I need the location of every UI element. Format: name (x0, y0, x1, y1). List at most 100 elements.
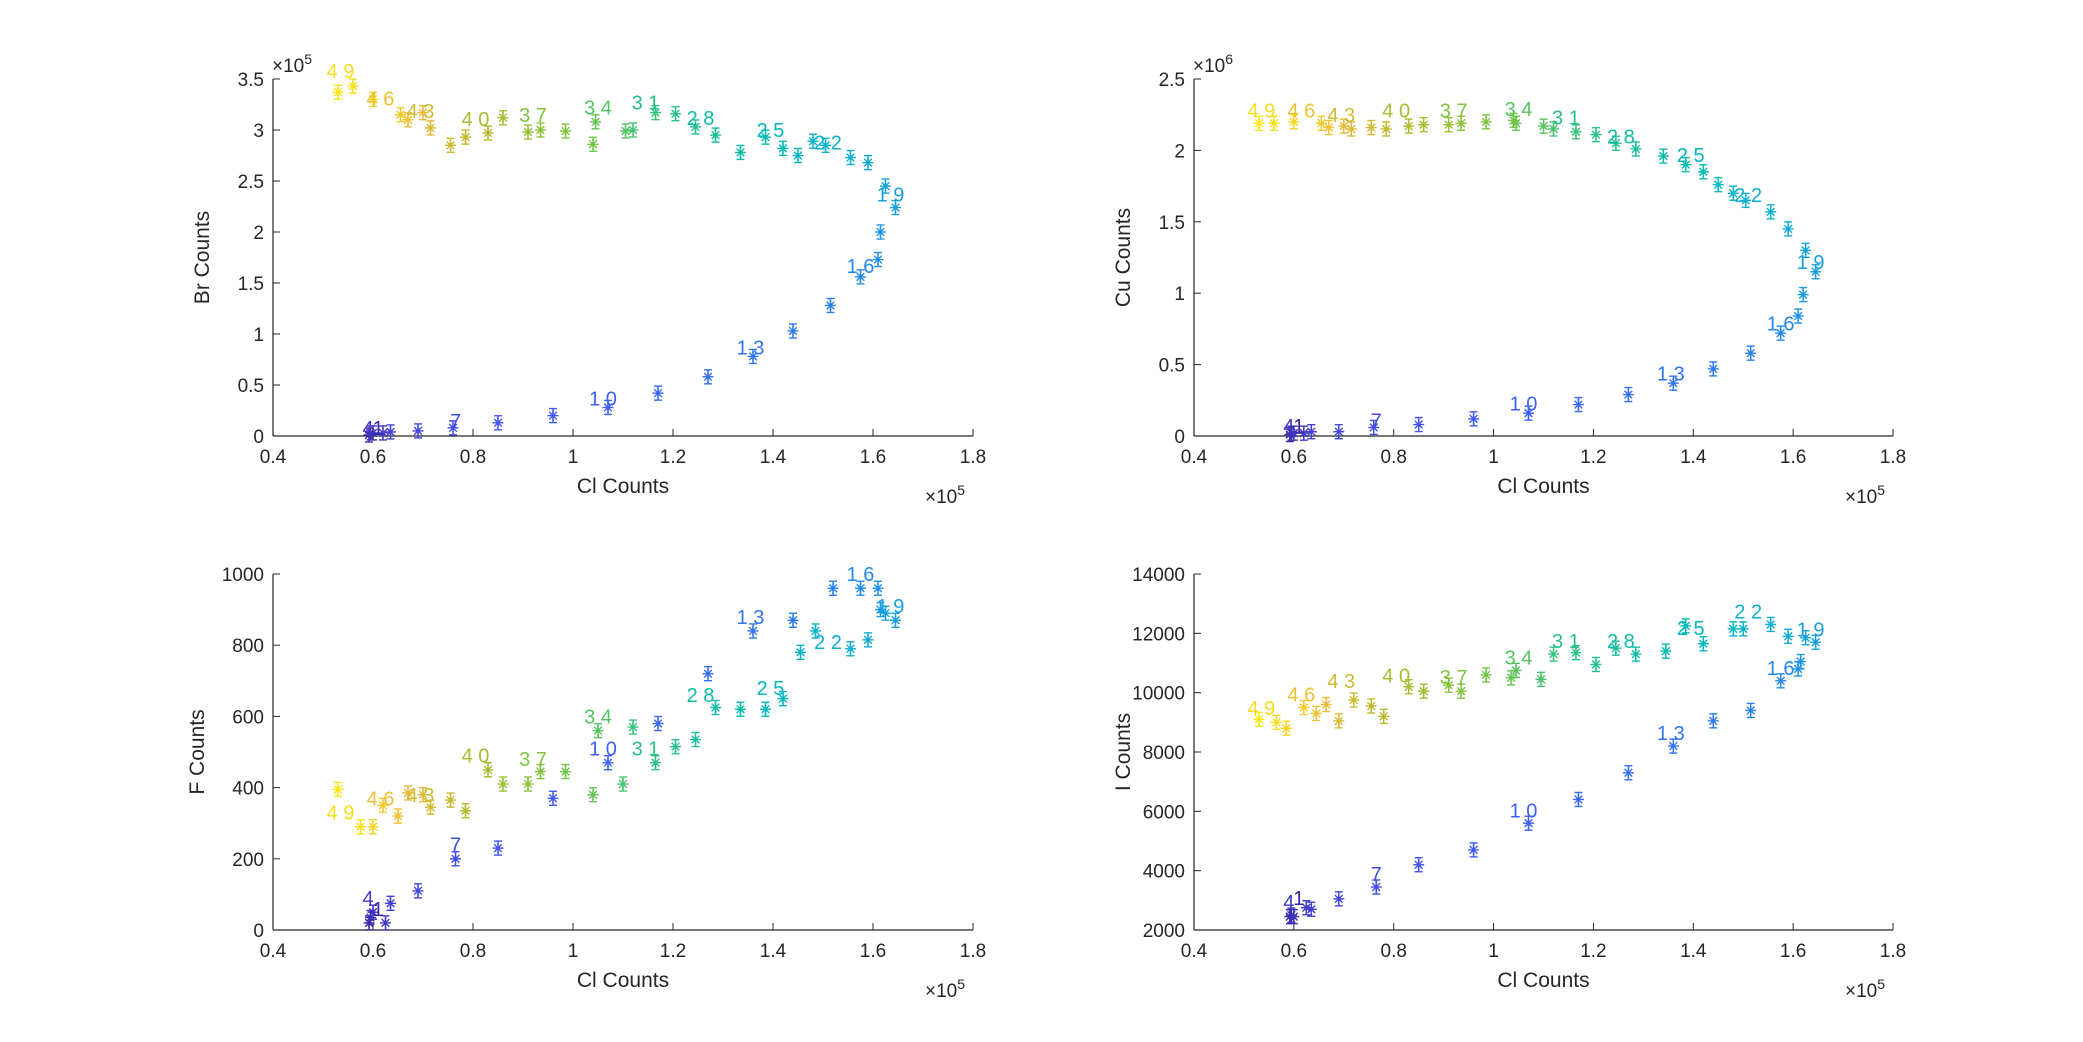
point-index-label: 1 0 (1510, 393, 1538, 415)
point-index-label: 4 0 (462, 746, 490, 768)
x-tick-label: 1.6 (1780, 941, 1806, 962)
data-point (497, 110, 509, 126)
point-index-label: 1 0 (589, 388, 617, 410)
point-index-label: 1 3 (1657, 363, 1685, 385)
y-tick-label: 4000 (1143, 862, 1185, 883)
point-index-label: 3 1 (1552, 108, 1580, 130)
data-point (417, 104, 429, 121)
x-tick-label: 1.4 (760, 941, 787, 962)
data-point (1622, 386, 1634, 403)
y-tick-label: 2 (253, 223, 264, 244)
data-point (710, 699, 721, 716)
point-index-label: 4 3 (407, 785, 435, 807)
point-index-label: 4 (1283, 416, 1294, 438)
data-point (1697, 164, 1709, 180)
point-index-label: 1 9 (1797, 252, 1825, 274)
data-point (447, 420, 459, 436)
x-tick-label: 0.8 (460, 941, 486, 962)
data-point (875, 224, 886, 240)
point-index-label: 3 7 (519, 105, 547, 127)
x-tick-label: 1 (1488, 941, 1499, 962)
data-point (445, 137, 456, 154)
data-point (1443, 116, 1455, 133)
point-index-label: 4 9 (1247, 698, 1275, 720)
data-point (710, 127, 721, 143)
data-point (1333, 713, 1345, 729)
y-tick-label: 12000 (1132, 624, 1185, 645)
x-tick-label: 1.2 (660, 447, 686, 468)
point-index-label: 7 (450, 411, 461, 433)
y-tick-label: 0 (1174, 427, 1185, 448)
point-index-label: 4 9 (327, 803, 355, 825)
data-point (792, 147, 804, 164)
data-point (1508, 112, 1520, 129)
y-tick-label: 8000 (1143, 743, 1185, 764)
data-point (810, 623, 821, 639)
data-point (377, 797, 389, 814)
data-point (1727, 621, 1739, 637)
x-tick-label: 1.4 (1680, 941, 1707, 962)
data-point (1610, 135, 1622, 151)
x-tick-label: 0.6 (360, 941, 386, 962)
point-index-label: 2 8 (687, 685, 715, 707)
x-tick-label: 0.4 (1181, 447, 1208, 468)
data-point (1253, 711, 1265, 728)
data-point (1378, 708, 1390, 725)
data-point (652, 715, 664, 732)
data-point (1727, 185, 1739, 201)
data-point (1657, 148, 1669, 164)
data-point (1775, 325, 1787, 341)
data-point (777, 690, 789, 707)
point-index-label: 4 9 (327, 61, 355, 83)
data-point (450, 851, 461, 867)
point-index-label: 2 5 (1677, 145, 1705, 167)
data-point (1572, 396, 1584, 413)
data-point (1810, 634, 1822, 650)
x-tick-label: 0.8 (1381, 941, 1407, 962)
data-point (377, 425, 389, 441)
data-point (547, 407, 559, 424)
y-tick-label: 600 (232, 707, 264, 728)
point-index-label: 3 4 (584, 98, 612, 120)
data-point (1443, 677, 1455, 693)
chart-panel-2: 0.4 0.6 0.8 1 1.2 1.4 1.6 1.8 0 0.5 1 1.5 2 2.5 Cl Cou… (1112, 51, 1906, 508)
point-index-label: 3 4 (1505, 647, 1533, 669)
data-point (760, 701, 771, 717)
point-index-label: 3 7 (1440, 667, 1468, 689)
data-point (412, 423, 424, 439)
x-axis-label: Cl Counts (1497, 475, 1589, 498)
point-index-label: 1 6 (847, 564, 875, 586)
data-point (1305, 424, 1317, 440)
data-point (1403, 679, 1415, 695)
data-point (392, 808, 404, 824)
x-tick-label: 1.8 (960, 447, 986, 468)
y-tick-label: 1 (1174, 284, 1185, 305)
data-point (445, 792, 456, 808)
data-point (1745, 345, 1757, 361)
chart-panel-1: 0.4 0.6 0.8 1 1.2 1.4 1.6 1.8 0 0.5 1 1.5 2 2.5 3 3.5 Cl… (191, 51, 986, 508)
data-point (425, 120, 436, 136)
x-exponent-label: ×105 (1845, 976, 1885, 1002)
y-tick-label: 3 (253, 121, 264, 142)
point-index-label: 1 3 (1657, 723, 1685, 745)
data-point (855, 580, 866, 596)
point-index-label: 4 3 (1327, 671, 1355, 693)
point-index-label: 4 6 (367, 788, 395, 810)
y-tick-label: 2 (1174, 141, 1185, 162)
point-index-label: 1 (372, 899, 383, 921)
data-point (777, 140, 789, 157)
point-index-label: 3 1 (632, 739, 660, 761)
point-index-label: 4 3 (1327, 105, 1355, 127)
data-point (1413, 416, 1425, 433)
point-index-label: 1 9 (877, 184, 905, 206)
x-tick-label: 1 (1488, 447, 1499, 468)
x-tick-label: 0.4 (260, 941, 287, 962)
data-point (1370, 879, 1382, 895)
data-point (482, 762, 494, 778)
data-point (1298, 425, 1310, 441)
x-tick-label: 1.4 (1680, 447, 1707, 468)
data-point (535, 763, 546, 780)
data-point (787, 612, 799, 628)
point-index-label: 1 (372, 418, 383, 440)
data-point (670, 738, 681, 755)
